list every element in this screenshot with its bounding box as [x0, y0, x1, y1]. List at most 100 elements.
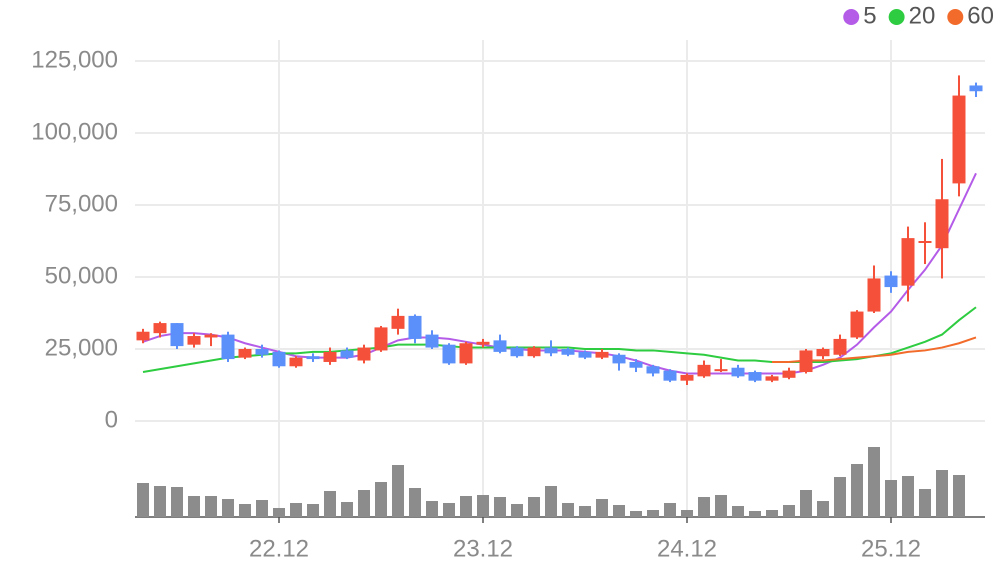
volume-bar	[239, 504, 251, 517]
candle-body	[731, 367, 745, 377]
volume-bar	[630, 511, 642, 517]
candle-body	[884, 275, 898, 288]
candle-body	[527, 347, 541, 357]
candle-body	[578, 351, 592, 358]
volume-bar	[477, 495, 489, 517]
candle-body	[425, 334, 439, 348]
candle-body	[867, 278, 881, 312]
candle-body	[663, 370, 677, 381]
volume-bar	[885, 480, 897, 517]
candle-body	[493, 340, 507, 352]
candle-body	[408, 315, 422, 339]
candle-body	[272, 351, 286, 367]
y-tick-label: 50,000	[45, 262, 118, 289]
volume-bar	[783, 505, 795, 517]
y-tick-label: 125,000	[31, 46, 118, 73]
candle-body	[238, 349, 252, 358]
candle-body	[748, 372, 762, 381]
y-tick-label: 100,000	[31, 118, 118, 145]
candle-body	[289, 357, 303, 367]
volume-bar	[562, 503, 574, 517]
candle-body	[153, 323, 167, 334]
candle-body	[680, 374, 694, 381]
volume-bar	[766, 510, 778, 517]
candle-body	[595, 351, 609, 358]
candle-body	[544, 347, 558, 354]
volume-bar	[749, 511, 761, 517]
volume-bar	[324, 491, 336, 517]
candle-body	[136, 331, 150, 341]
candle-body	[255, 349, 269, 355]
volume-bar	[579, 506, 591, 517]
volume-bar	[511, 504, 523, 517]
volume-bar	[188, 496, 200, 517]
volume-bar	[409, 488, 421, 517]
candle-body	[697, 364, 711, 377]
candle-body	[170, 323, 184, 347]
volume-bar	[817, 501, 829, 517]
volume-bar	[426, 501, 438, 517]
x-tick-label: 25.12	[861, 535, 921, 562]
candle-body	[850, 311, 864, 338]
volume-bar	[936, 470, 948, 517]
legend-label: 5	[863, 2, 876, 29]
legend-marker	[888, 9, 905, 25]
candle-body	[221, 334, 235, 360]
volume-bar	[664, 503, 676, 517]
legend-marker	[947, 9, 964, 25]
candle-body	[833, 338, 847, 355]
legend-label: 20	[909, 2, 936, 29]
candle-body	[816, 349, 830, 357]
volume-bar	[273, 508, 285, 517]
legend: 60 20 5	[843, 2, 994, 29]
y-tick-label: 0	[105, 406, 118, 433]
volume-bar	[171, 487, 183, 517]
candle-body	[187, 336, 201, 345]
candle-body	[204, 334, 218, 338]
x-tick-label: 24.12	[657, 535, 717, 562]
volume-bar	[154, 486, 166, 517]
candle-body	[646, 366, 660, 374]
candle-body	[561, 349, 575, 355]
candle-body	[969, 85, 983, 92]
volume-bar	[698, 497, 710, 517]
volume-bar	[681, 510, 693, 517]
candle-body	[476, 341, 490, 345]
candle-body	[765, 376, 779, 381]
candle-body	[340, 350, 354, 358]
volume-bar	[256, 500, 268, 517]
volume-bar	[137, 483, 149, 517]
volume-bar	[341, 502, 353, 517]
candle-body	[952, 95, 966, 184]
candle-body	[357, 347, 371, 361]
volume-bar	[596, 499, 608, 517]
volume-bar	[800, 490, 812, 517]
volume-bar	[307, 504, 319, 517]
volume-bar	[222, 499, 234, 517]
y-tick-label: 25,000	[45, 334, 118, 361]
candle-body	[901, 238, 915, 286]
x-tick-label: 22.12	[249, 535, 309, 562]
volume-bar	[647, 510, 659, 517]
candle-body	[782, 370, 796, 378]
candle-body	[459, 343, 473, 364]
candle-body	[799, 350, 813, 373]
volume-bar	[851, 464, 863, 517]
volume-bar	[919, 489, 931, 517]
volume-bar	[392, 465, 404, 517]
volume-bar	[375, 482, 387, 517]
candle-body	[629, 361, 643, 368]
volume-bar	[205, 496, 217, 517]
volume-bar	[613, 505, 625, 517]
candle-body	[510, 347, 524, 357]
candle-body	[442, 344, 456, 364]
volume-bar	[443, 503, 455, 517]
candle-body	[391, 315, 405, 329]
legend-label: 60	[967, 2, 994, 29]
candle-body	[918, 241, 932, 243]
x-tick-label: 23.12	[453, 535, 513, 562]
candle-body	[306, 356, 320, 360]
candle-body	[612, 354, 626, 364]
candle-body	[714, 369, 728, 372]
